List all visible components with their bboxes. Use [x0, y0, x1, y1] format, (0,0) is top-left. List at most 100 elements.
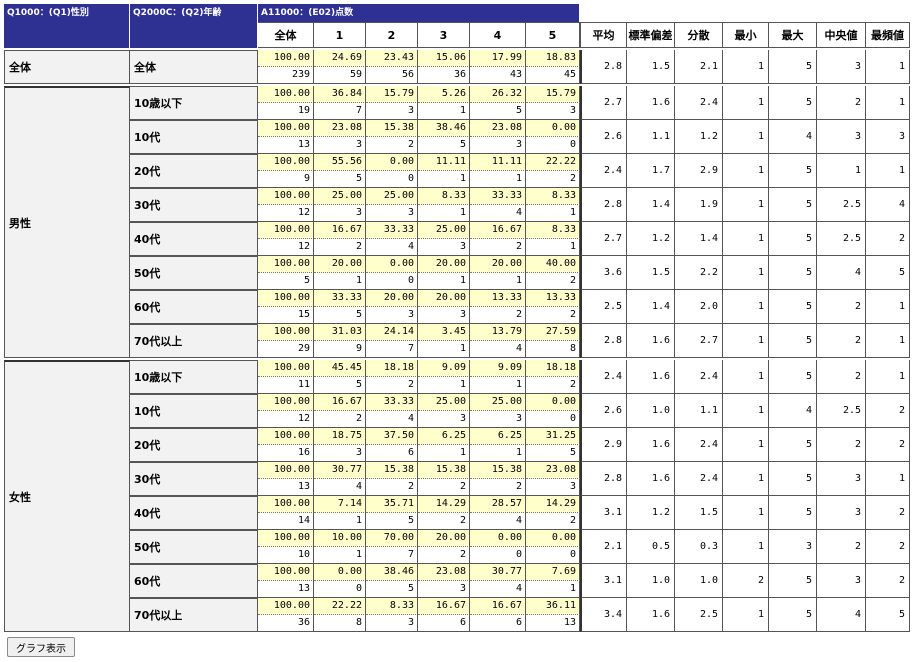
count-cell: 2 [470, 479, 526, 496]
count-cell: 36 [258, 615, 314, 632]
count-cell: 2 [526, 513, 580, 530]
stat-cell: 1 [723, 188, 769, 222]
stat-cell: 4 [769, 394, 817, 428]
pct-cell: 18.18 [366, 360, 418, 377]
stat-cell: 1.7 [627, 154, 675, 188]
stat-cell: 1.5 [627, 50, 675, 84]
pct-cell: 20.00 [366, 290, 418, 307]
pct-cell: 20.00 [418, 256, 470, 273]
stat-cell: 1.1 [675, 394, 723, 428]
pct-cell: 100.00 [258, 120, 314, 137]
count-cell: 3 [366, 205, 418, 222]
count-cell: 9 [314, 341, 366, 358]
row-age-label: 10歳以下 [130, 360, 258, 394]
count-cell: 5 [470, 103, 526, 120]
count-cell: 1 [526, 239, 580, 256]
stat-cell: 2.5 [580, 290, 627, 324]
show-graph-button[interactable]: グラフ表示 [7, 637, 75, 657]
pct-cell: 8.33 [366, 598, 418, 615]
stat-cell: 1 [723, 290, 769, 324]
pct-cell: 100.00 [258, 222, 314, 239]
pct-cell: 100.00 [258, 428, 314, 445]
stat-cell: 2 [723, 564, 769, 598]
row-group-label: 男性 [4, 86, 130, 358]
stat-cell: 1 [723, 462, 769, 496]
header-score-4: 4 [470, 22, 526, 48]
stat-cell: 3.1 [580, 564, 627, 598]
count-cell: 2 [418, 479, 470, 496]
stat-cell: 1 [723, 394, 769, 428]
count-cell: 2 [418, 513, 470, 530]
stat-cell: 1.4 [675, 222, 723, 256]
pct-cell: 23.08 [470, 120, 526, 137]
pct-cell: 23.08 [526, 462, 580, 479]
pct-cell: 14.29 [418, 496, 470, 513]
count-cell: 3 [418, 307, 470, 324]
stat-cell: 2.8 [580, 462, 627, 496]
pct-cell: 37.50 [366, 428, 418, 445]
row-age-label: 30代 [130, 462, 258, 496]
stat-cell: 2.1 [675, 50, 723, 84]
pct-cell: 100.00 [258, 86, 314, 103]
pct-cell: 17.99 [470, 50, 526, 67]
stat-cell: 1.4 [627, 290, 675, 324]
stat-cell: 3 [769, 530, 817, 564]
count-cell: 2 [366, 137, 418, 154]
count-cell: 1 [470, 171, 526, 188]
stat-cell: 5 [769, 50, 817, 84]
pct-cell: 0.00 [526, 394, 580, 411]
pct-cell: 24.14 [366, 324, 418, 341]
stat-cell: 1.6 [627, 324, 675, 358]
pct-cell: 100.00 [258, 462, 314, 479]
count-cell: 13 [258, 137, 314, 154]
stat-cell: 2.1 [580, 530, 627, 564]
count-cell: 19 [258, 103, 314, 120]
stat-cell: 1.5 [627, 256, 675, 290]
stat-cell: 2.4 [580, 360, 627, 394]
pct-cell: 16.67 [314, 222, 366, 239]
count-cell: 3 [470, 137, 526, 154]
stat-cell: 2.4 [675, 462, 723, 496]
count-cell: 4 [366, 239, 418, 256]
count-cell: 4 [470, 581, 526, 598]
header-score-3: 3 [418, 22, 470, 48]
count-cell: 2 [526, 377, 580, 394]
count-cell: 1 [470, 273, 526, 290]
count-cell: 3 [366, 615, 418, 632]
pct-cell: 9.09 [470, 360, 526, 377]
header-stat-5: 中央値 [817, 22, 866, 48]
row-age-label: 20代 [130, 154, 258, 188]
count-cell: 45 [526, 67, 580, 84]
pct-cell: 26.32 [470, 86, 526, 103]
stat-cell: 5 [866, 256, 910, 290]
header-sex-column: Q1000：(Q1)性別 [4, 4, 130, 22]
stat-cell: 5 [769, 462, 817, 496]
count-cell: 0 [526, 411, 580, 428]
count-cell: 13 [258, 581, 314, 598]
count-cell: 3 [314, 137, 366, 154]
pct-cell: 36.84 [314, 86, 366, 103]
stat-cell: 1.1 [627, 120, 675, 154]
count-cell: 1 [418, 341, 470, 358]
count-cell: 0 [366, 273, 418, 290]
pct-cell: 16.67 [470, 598, 526, 615]
count-cell: 6 [470, 615, 526, 632]
count-cell: 5 [418, 137, 470, 154]
stat-cell: 4 [817, 256, 866, 290]
stat-cell: 1 [723, 598, 769, 632]
count-cell: 16 [258, 445, 314, 462]
stat-cell: 4 [817, 598, 866, 632]
stat-cell: 2 [817, 360, 866, 394]
count-cell: 3 [314, 445, 366, 462]
stat-cell: 2.4 [675, 86, 723, 120]
pct-cell: 18.83 [526, 50, 580, 67]
pct-cell: 100.00 [258, 154, 314, 171]
header-stat-3: 最小 [723, 22, 769, 48]
header-score-column: A11000：(E02)点数 [258, 4, 580, 22]
stat-cell: 0.3 [675, 530, 723, 564]
count-cell: 56 [366, 67, 418, 84]
header-age-column: Q2000C：(Q2)年齢 [130, 4, 258, 22]
stat-cell: 5 [769, 256, 817, 290]
count-cell: 12 [258, 239, 314, 256]
stat-cell: 1 [866, 86, 910, 120]
